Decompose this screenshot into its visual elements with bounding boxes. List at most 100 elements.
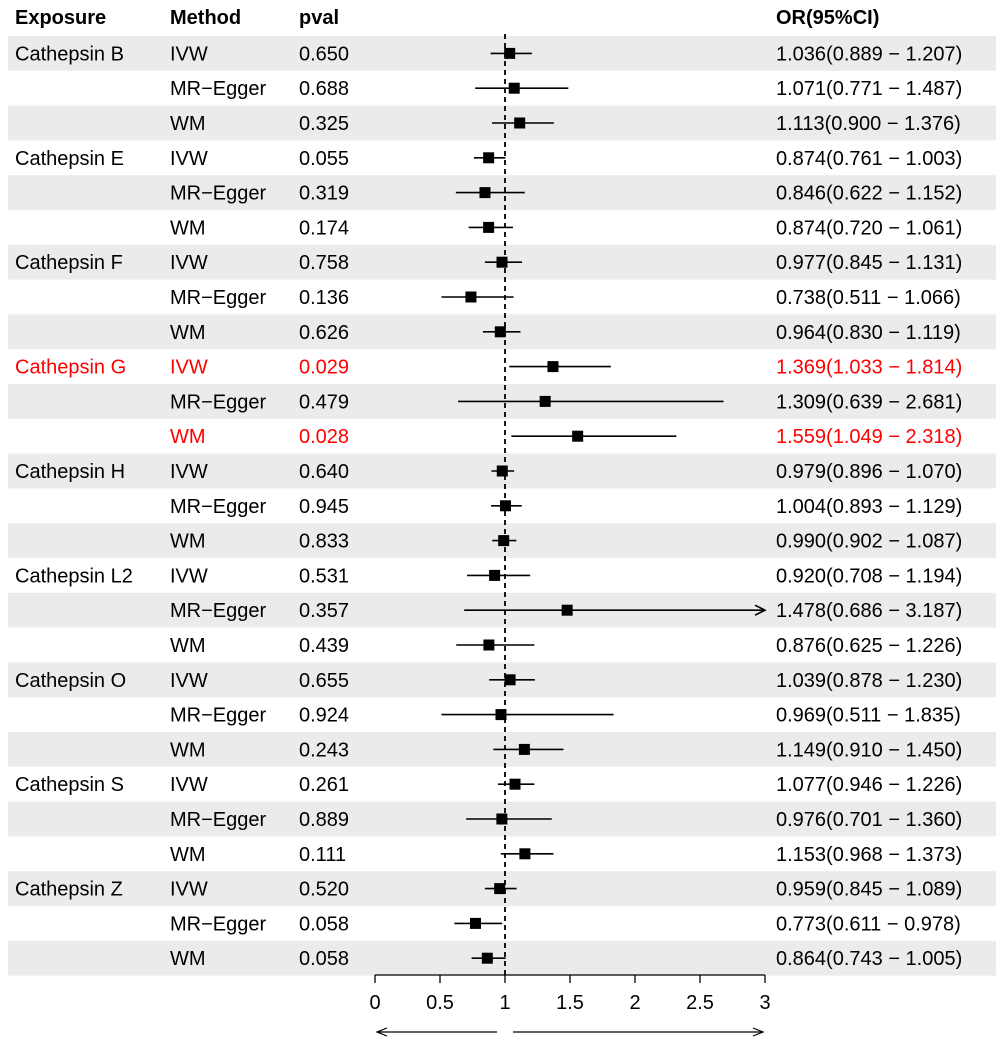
pval-value: 0.028 — [299, 426, 349, 448]
table-row: WM 0.111 1.153(0.968 − 1.373) — [170, 844, 962, 866]
pval-value: 0.924 — [299, 705, 349, 727]
pval-value: 0.626 — [299, 322, 349, 344]
method-label: IVW — [170, 357, 208, 379]
or-point — [496, 256, 508, 268]
method-label: WM — [170, 113, 206, 135]
method-label: MR−Egger — [170, 78, 266, 100]
table-row: Cathepsin Z IVW 0.520 0.959(0.845 − 1.089) — [15, 879, 962, 901]
method-label: WM — [170, 217, 206, 239]
left-arrowhead — [375, 1027, 388, 1037]
method-label: WM — [170, 531, 206, 553]
or-ci-text: 0.959(0.845 − 1.089) — [776, 879, 962, 901]
exposure-label: Cathepsin H — [15, 461, 125, 483]
or-point — [465, 291, 477, 303]
or-point — [518, 743, 530, 755]
x-tick-label: 0 — [369, 992, 380, 1014]
table-row: Cathepsin S IVW 0.261 1.077(0.946 − 1.226) — [15, 774, 962, 796]
or-ci-text: 0.738(0.511 − 1.066) — [776, 287, 961, 309]
table-row: MR−Egger 0.945 1.004(0.893 − 1.129) — [170, 496, 962, 518]
or-point — [483, 152, 495, 164]
exposure-label: Cathepsin E — [15, 148, 124, 170]
or-point — [539, 395, 551, 407]
or-ci-text: 1.559(1.049 − 2.318) — [776, 426, 962, 448]
x-tick-label: 2.5 — [686, 992, 714, 1014]
pval-value: 0.439 — [299, 635, 349, 657]
method-label: MR−Egger — [170, 600, 266, 622]
table-row: WM 0.243 1.149(0.910 − 1.450) — [170, 739, 962, 761]
or-point — [508, 82, 520, 94]
table-row: MR−Egger 0.357 1.478(0.686 − 3.187) — [170, 600, 962, 622]
or-point — [494, 883, 506, 895]
pval-value: 0.174 — [299, 217, 349, 239]
method-label: IVW — [170, 148, 208, 170]
or-ci-text: 1.478(0.686 − 3.187) — [776, 600, 962, 622]
or-point — [572, 430, 584, 442]
table-row: MR−Egger 0.136 0.738(0.511 − 1.066) — [170, 287, 961, 309]
pval-value: 0.319 — [299, 183, 349, 205]
or-point — [495, 709, 507, 721]
method-label: WM — [170, 426, 206, 448]
pval-value: 0.058 — [299, 913, 349, 935]
or-ci-text: 1.071(0.771 − 1.487) — [776, 78, 962, 100]
method-label: MR−Egger — [170, 913, 266, 935]
method-label: WM — [170, 739, 206, 761]
direction-arrows — [375, 1027, 765, 1037]
or-point — [489, 569, 501, 581]
header-method: Method — [170, 7, 241, 29]
or-ci-text: 0.990(0.902 − 1.087) — [776, 531, 962, 553]
table-row: MR−Egger 0.889 0.976(0.701 − 1.360) — [170, 809, 962, 831]
method-label: MR−Egger — [170, 496, 266, 518]
table-row: MR−Egger 0.058 0.773(0.611 − 0.978) — [170, 913, 961, 935]
right-arrowhead — [752, 1027, 765, 1037]
table-row: WM 0.325 1.113(0.900 − 1.376) — [170, 113, 961, 135]
x-tick-label: 0.5 — [426, 992, 454, 1014]
table-rows: Cathepsin B IVW 0.650 1.036(0.889 − 1.207) M… — [15, 43, 962, 970]
exposure-label: Cathepsin B — [15, 43, 124, 65]
x-tick-label: 2 — [629, 992, 640, 1014]
or-point — [483, 221, 495, 233]
pval-value: 0.111 — [299, 844, 346, 866]
or-point — [469, 917, 481, 929]
pval-value: 0.055 — [299, 148, 349, 170]
table-row: WM 0.833 0.990(0.902 − 1.087) — [170, 531, 962, 553]
or-point — [519, 848, 531, 860]
method-label: MR−Egger — [170, 705, 266, 727]
ci-overflow-arrow — [754, 604, 767, 616]
exposure-label: Cathepsin Z — [15, 879, 123, 901]
pval-value: 0.520 — [299, 879, 349, 901]
table-row: MR−Egger 0.924 0.969(0.511 − 1.835) — [170, 705, 961, 727]
or-point — [496, 813, 508, 825]
pval-value: 0.640 — [299, 461, 349, 483]
method-label: IVW — [170, 252, 208, 274]
pval-value: 0.531 — [299, 565, 349, 587]
pval-value: 0.688 — [299, 78, 349, 100]
method-label: MR−Egger — [170, 809, 266, 831]
pval-value: 0.479 — [299, 391, 349, 413]
table-row: WM 0.439 0.876(0.625 − 1.226) — [170, 635, 962, 657]
or-ci-text: 1.369(1.033 − 1.814) — [776, 357, 962, 379]
or-point — [504, 47, 516, 59]
method-label: IVW — [170, 879, 208, 901]
or-ci-text: 0.874(0.720 − 1.061) — [776, 217, 962, 239]
table-row: WM 0.626 0.964(0.830 − 1.119) — [170, 322, 961, 344]
table-row: MR−Egger 0.688 1.071(0.771 − 1.487) — [170, 78, 962, 100]
or-point — [483, 639, 495, 651]
pval-value: 0.833 — [299, 531, 349, 553]
or-point — [500, 500, 512, 512]
header-pval: pval — [299, 7, 339, 29]
exposure-label: Cathepsin F — [15, 252, 123, 274]
column-headers: Exposure Method pval OR(95%CI) — [15, 7, 879, 29]
or-ci-text: 1.309(0.639 − 2.681) — [776, 391, 962, 413]
pval-value: 0.058 — [299, 948, 349, 970]
or-point — [509, 778, 521, 790]
exposure-label: Cathepsin G — [15, 357, 126, 379]
pval-value: 0.136 — [299, 287, 349, 309]
table-row: Cathepsin B IVW 0.650 1.036(0.889 − 1.207) — [15, 43, 962, 65]
exposure-label: Cathepsin O — [15, 670, 126, 692]
or-ci-text: 1.149(0.910 − 1.450) — [776, 739, 962, 761]
table-row: Cathepsin L2 IVW 0.531 0.920(0.708 − 1.194) — [15, 565, 962, 587]
pval-value: 0.029 — [299, 357, 349, 379]
method-label: IVW — [170, 670, 208, 692]
method-label: WM — [170, 844, 206, 866]
